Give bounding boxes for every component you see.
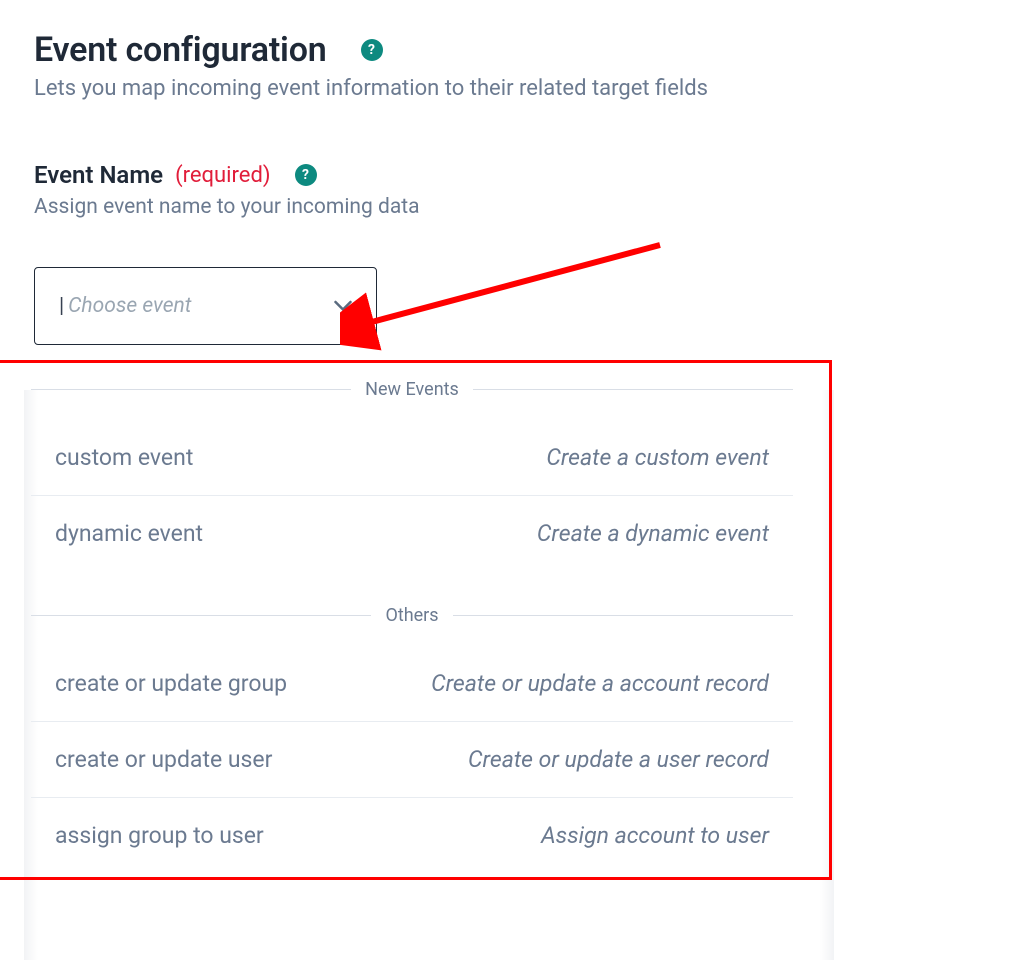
event-name-label: Event Name <box>34 161 163 189</box>
required-indicator: (required) <box>175 163 270 188</box>
option-label: create or update user <box>55 746 272 773</box>
option-description: Create or update a user record <box>468 746 769 773</box>
event-select-placeholder: |Choose event <box>59 294 191 318</box>
option-description: Create or update a account record <box>431 670 769 697</box>
help-icon[interactable]: ? <box>295 164 317 186</box>
event-select[interactable]: |Choose event <box>34 267 377 345</box>
option-assign-group-to-user[interactable]: assign group to user Assign account to u… <box>31 798 793 873</box>
chevron-down-icon <box>334 300 352 312</box>
group-header-others: Others <box>31 605 793 626</box>
option-description: Assign account to user <box>541 822 769 849</box>
option-label: custom event <box>55 444 193 471</box>
option-label: create or update group <box>55 670 287 697</box>
option-custom-event[interactable]: custom event Create a custom event <box>31 420 793 496</box>
group-header-label: Others <box>371 605 452 626</box>
page-subtitle: Lets you map incoming event information … <box>34 76 990 101</box>
event-name-help: Assign event name to your incoming data <box>34 195 990 219</box>
group-header-new-events: New Events <box>31 379 793 400</box>
help-icon[interactable]: ? <box>361 39 383 61</box>
page-title: Event configuration <box>34 30 327 70</box>
dropdown-inner: New Events custom event Create a custom … <box>0 379 825 873</box>
event-config-container: Event configuration ? Lets you map incom… <box>0 0 1024 375</box>
event-dropdown-panel: New Events custom event Create a custom … <box>0 360 832 880</box>
option-label: dynamic event <box>55 520 203 547</box>
page-title-row: Event configuration ? <box>34 30 990 70</box>
option-label: assign group to user <box>55 822 264 849</box>
field-label-row: Event Name (required) ? <box>34 161 990 189</box>
group-header-label: New Events <box>351 379 473 400</box>
option-description: Create a custom event <box>546 444 769 471</box>
option-description: Create a dynamic event <box>537 520 769 547</box>
event-select-wrap: |Choose event <box>34 267 377 345</box>
option-create-or-update-user[interactable]: create or update user Create or update a… <box>31 722 793 798</box>
option-create-or-update-group[interactable]: create or update group Create or update … <box>31 646 793 722</box>
option-dynamic-event[interactable]: dynamic event Create a dynamic event <box>31 496 793 571</box>
